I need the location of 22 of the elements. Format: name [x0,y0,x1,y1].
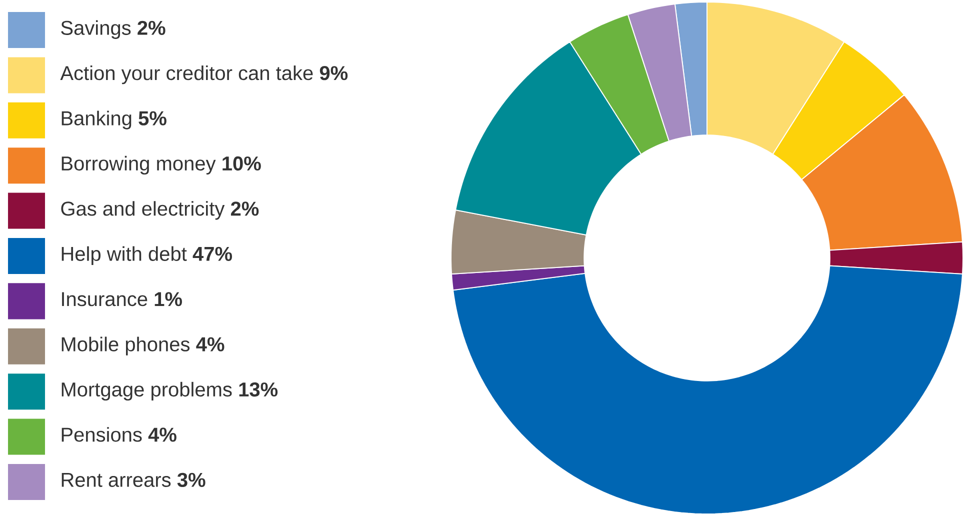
data-label: 3% [177,472,206,488]
legend-label: Insurance [62,292,148,306]
legend-label: Pensions [62,427,142,442]
legend-label: Borrowing money [62,156,216,175]
data-label: 2% [230,202,259,216]
data-label: 4% [148,428,176,442]
data-label: 5% [138,111,166,126]
legend-label: Action your creditor can take [60,66,313,84]
legend-label: Help with debt [62,246,187,265]
data-label: 2% [138,20,166,35]
data-label: 10% [222,156,261,171]
legend-label: Rent arrears [62,473,171,487]
legend-label: Mobile phones [62,336,190,356]
data-label: 4% [196,337,224,352]
legend-label: Mortgage problems [62,382,232,401]
data-label: 1% [154,292,182,306]
data-label: 47% [192,246,232,261]
data-label: 13% [239,382,278,397]
legend-label: Savings [61,20,131,39]
data-label: 9% [320,66,348,80]
legend-label: Gas and electricity [61,201,225,220]
legend-label: Banking [62,110,132,130]
